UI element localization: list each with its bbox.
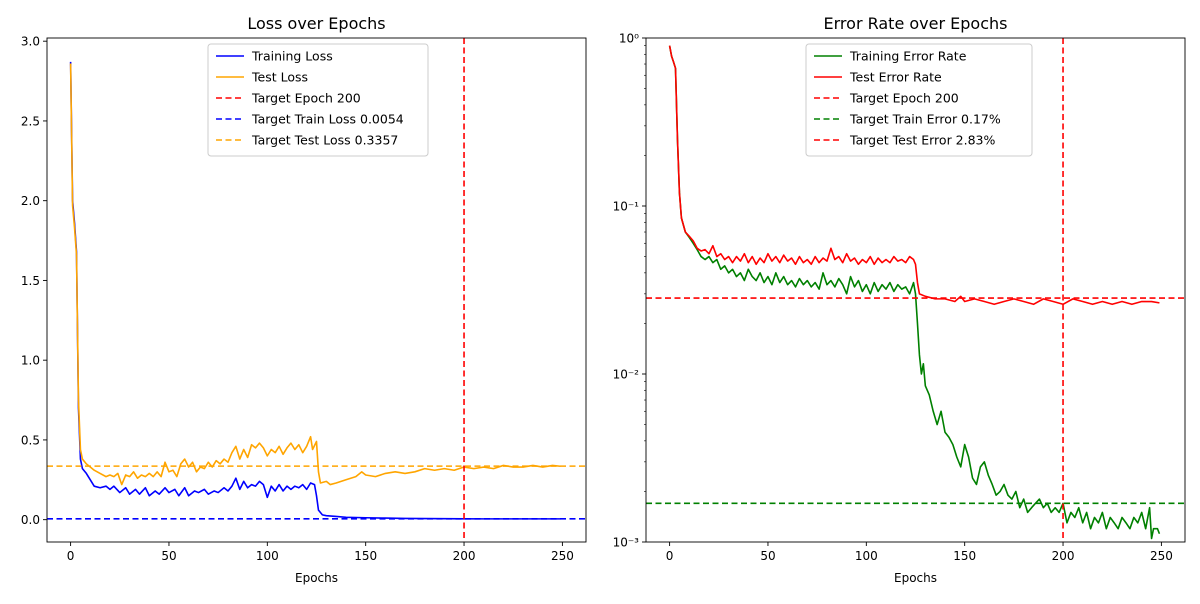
legend-label: Target Train Error 0.17%: [849, 112, 1001, 127]
legend-label: Target Test Error 2.83%: [849, 133, 996, 148]
chart-title: Error Rate over Epochs: [824, 14, 1008, 33]
series-line-training-loss: [69, 61, 561, 520]
y-tick-label: 10⁰: [619, 32, 639, 46]
legend-label: Training Loss: [251, 49, 333, 64]
y-tick-label: 0.0: [21, 513, 40, 527]
legend-label: Training Error Rate: [849, 49, 967, 64]
legend-label: Test Error Rate: [849, 70, 942, 85]
y-tick-label: 10⁻³: [613, 536, 640, 550]
axes-frame: [46, 37, 587, 543]
chart-panel-2: Error Rate over Epochs 0 50 100 150 200 250 10⁻…: [613, 14, 1186, 585]
x-tick-label: 0: [666, 549, 674, 563]
legend: Training Loss Test Loss Target Epoch 200 Ta…: [207, 43, 429, 157]
legend-label: Target Epoch 200: [251, 91, 361, 106]
x-axis-label: Epochs: [295, 571, 338, 585]
legend-label: Target Train Loss 0.0054: [251, 112, 404, 127]
x-tick-label: 100: [256, 549, 279, 563]
chart-title: Loss over Epochs: [247, 14, 385, 33]
x-tick-label: 50: [760, 549, 775, 563]
legend-label: Target Test Loss 0.3357: [251, 133, 398, 148]
x-tick-label: 50: [161, 549, 176, 563]
x-tick-label: 100: [855, 549, 878, 563]
x-axis-label: Epochs: [894, 571, 937, 585]
y-tick-label: 1.0: [21, 354, 40, 368]
plot-area: [646, 38, 1185, 542]
x-tick-label: 150: [953, 549, 976, 563]
x-tick-label: 150: [354, 549, 377, 563]
series-line-test-error-rate: [668, 45, 1160, 306]
legend-label: Target Epoch 200: [849, 91, 959, 106]
series-line-test-loss: [69, 63, 561, 486]
x-tick-label: 250: [1150, 549, 1173, 563]
chart-panel-1: Loss over Epochs 0 50 100 150 200 250 0.0 0.5 1.0…: [21, 14, 587, 585]
legend: Training Error Rate Test Error Rate Target…: [805, 43, 1033, 157]
series-line-training-error-rate: [668, 45, 1161, 540]
x-tick-label: 0: [67, 549, 75, 563]
legend-label: Test Loss: [251, 70, 308, 85]
axes-frame: [645, 37, 1186, 543]
y-tick-label: 3.0: [21, 35, 40, 49]
plot-area: [47, 38, 586, 542]
y-tick-label: 1.5: [21, 274, 40, 288]
x-tick-label: 200: [1052, 549, 1075, 563]
x-tick-label: 200: [453, 549, 476, 563]
legend-box: [207, 43, 429, 157]
legend-box: [805, 43, 1033, 157]
y-tick-label: 0.5: [21, 433, 40, 447]
y-tick-label: 10⁻¹: [613, 200, 640, 214]
y-tick-label: 2.5: [21, 114, 40, 128]
y-tick-label: 2.0: [21, 194, 40, 208]
x-tick-label: 250: [551, 549, 574, 563]
y-tick-label: 10⁻²: [613, 368, 640, 382]
